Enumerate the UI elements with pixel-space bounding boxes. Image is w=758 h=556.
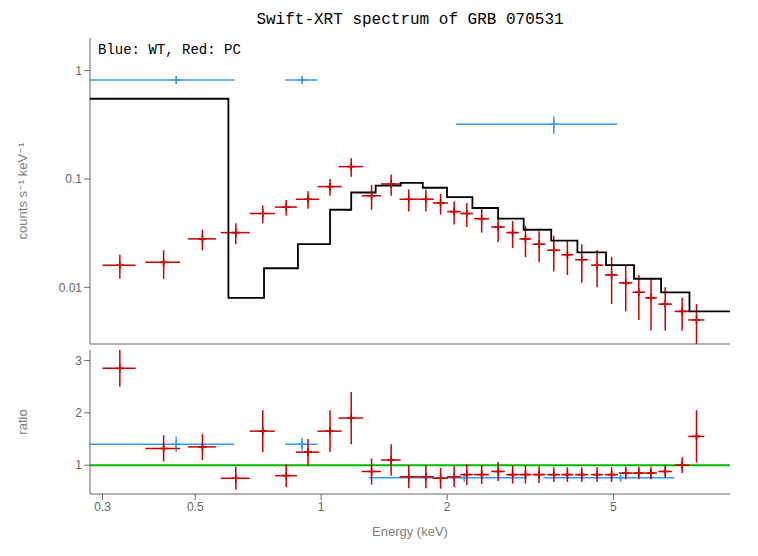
- svg-text:2: 2: [444, 500, 451, 514]
- svg-text:1: 1: [75, 64, 82, 78]
- svg-text:ratio: ratio: [15, 409, 30, 434]
- svg-text:1: 1: [318, 500, 325, 514]
- svg-text:1: 1: [75, 458, 82, 472]
- svg-text:2: 2: [75, 406, 82, 420]
- html-text:Swift-XRT spectrum of GRB 0705: Swift-XRT spectrum of GRB 070531: [256, 11, 564, 29]
- svg-text:Energy (keV): Energy (keV): [372, 524, 448, 539]
- svg-text:0.01: 0.01: [59, 281, 83, 295]
- svg-text:5: 5: [610, 500, 617, 514]
- svg-text:0.3: 0.3: [94, 500, 111, 514]
- svg-text:0.1: 0.1: [65, 172, 82, 186]
- svg-text:3: 3: [75, 354, 82, 368]
- svg-text:counts s⁻¹ keV⁻¹: counts s⁻¹ keV⁻¹: [15, 142, 30, 239]
- html-text:Blue: WT, Red: PC: Blue: WT, Red: PC: [98, 42, 241, 58]
- svg-text:0.5: 0.5: [187, 500, 204, 514]
